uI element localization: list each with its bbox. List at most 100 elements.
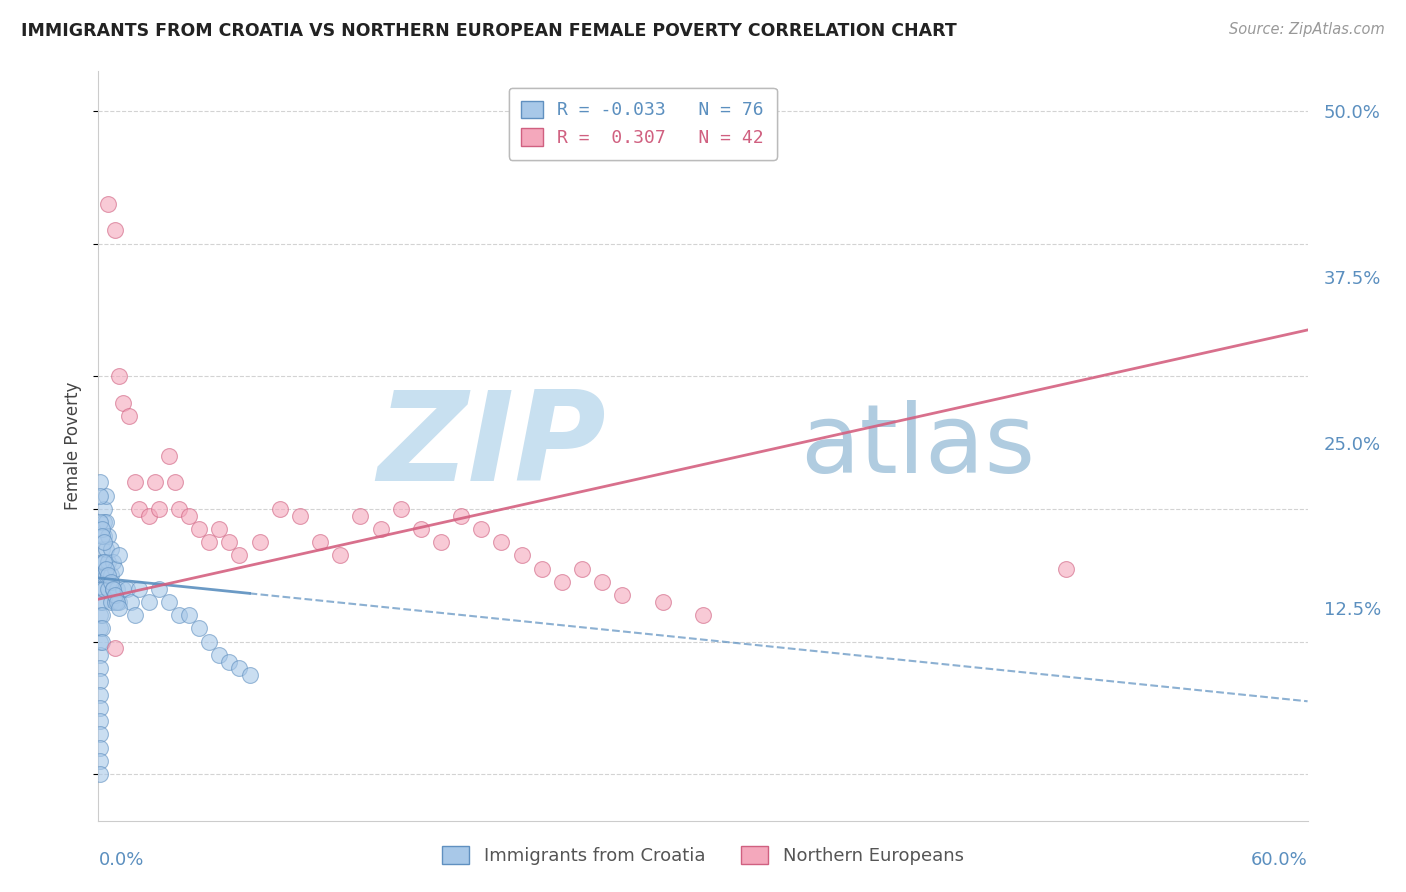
Point [128,502,150,516]
Point [349,508,371,523]
Point [107,369,129,384]
Point [103,562,125,576]
Point [103,223,125,237]
Point [100,541,122,556]
Point [91,568,114,582]
Point [93,555,115,569]
Point [148,502,170,516]
Point [96,515,118,529]
Point [115,582,138,596]
Point [208,648,231,662]
Point [591,574,613,589]
Point [91,522,114,536]
Point [93,502,115,516]
Point [107,595,129,609]
Point [91,528,114,542]
Point [491,535,513,549]
Point [96,568,118,582]
Point [97,568,120,582]
Point [89,475,111,490]
Point [93,535,115,549]
Text: IMMIGRANTS FROM CROATIA VS NORTHERN EUROPEAN FEMALE POVERTY CORRELATION CHART: IMMIGRANTS FROM CROATIA VS NORTHERN EURO… [21,22,957,40]
Text: ZIP: ZIP [378,385,606,507]
Point [218,655,240,669]
Point [124,475,146,490]
Point [510,549,533,563]
Point [107,549,129,563]
Point [97,555,120,569]
Point [138,595,160,609]
Point [89,767,111,781]
Point [124,608,146,623]
Point [89,608,111,623]
Point [269,502,291,516]
Point [89,740,111,755]
Point [208,522,231,536]
Point [100,574,122,589]
Point [612,588,634,602]
Point [89,582,111,596]
Point [91,582,114,596]
Point [93,528,115,542]
Point [89,674,111,689]
Point [91,541,114,556]
Point [138,508,160,523]
Point [105,582,128,596]
Point [188,621,211,635]
Point [101,582,124,596]
Point [329,549,352,563]
Point [167,608,190,623]
Point [103,595,125,609]
Point [128,582,150,596]
Point [228,549,250,563]
Text: atlas: atlas [800,400,1035,492]
Legend: R = -0.033   N = 76, R =  0.307   N = 42: R = -0.033 N = 76, R = 0.307 N = 42 [509,88,776,160]
Point [198,634,221,648]
Point [551,574,574,589]
Point [111,396,134,410]
Point [89,714,111,728]
Point [91,555,114,569]
Point [103,641,125,656]
Point [288,508,311,523]
Point [89,634,111,648]
Point [89,595,111,609]
Point [91,595,114,609]
Point [188,522,211,536]
Text: 60.0%: 60.0% [1251,851,1308,869]
Point [89,515,111,529]
Point [218,535,240,549]
Point [89,727,111,741]
Point [120,595,142,609]
Point [93,555,115,569]
Text: 0.0%: 0.0% [98,851,143,869]
Point [179,508,201,523]
Point [571,562,593,576]
Point [167,502,190,516]
Point [450,508,472,523]
Point [101,555,124,569]
Point [430,535,453,549]
Point [409,522,432,536]
Point [157,595,180,609]
Point [89,754,111,768]
Point [228,661,250,675]
Point [91,608,114,623]
Point [143,475,166,490]
Point [101,582,124,596]
Text: Source: ZipAtlas.com: Source: ZipAtlas.com [1229,22,1385,37]
Point [389,502,412,516]
Point [91,621,114,635]
Point [96,562,118,576]
Point [93,515,115,529]
Point [148,582,170,596]
Point [370,522,392,536]
Point [239,667,262,681]
Point [692,608,714,623]
Point [89,688,111,702]
Point [100,595,122,609]
Point [89,648,111,662]
Point [651,595,673,609]
Legend: Immigrants from Croatia, Northern Europeans: Immigrants from Croatia, Northern Europe… [433,838,973,874]
Point [97,528,120,542]
